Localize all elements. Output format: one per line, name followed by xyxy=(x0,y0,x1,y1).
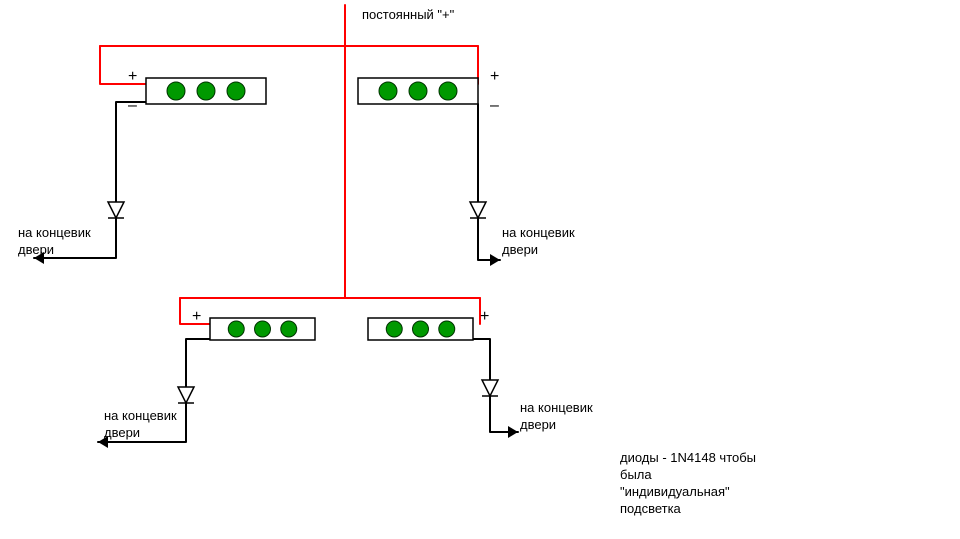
minus-symbol: – xyxy=(480,330,489,348)
door-switch-label: на концевик двери xyxy=(104,408,177,442)
plus-symbol: + xyxy=(128,68,137,86)
plus-symbol: + xyxy=(490,68,499,86)
minus-symbol: – xyxy=(128,97,137,115)
plus-symbol: + xyxy=(480,308,489,326)
door-switch-label: на концевик двери xyxy=(18,225,91,259)
note-label: диоды - 1N4148 чтобы была "индивидуальна… xyxy=(620,450,756,518)
door-switch-label: на концевик двери xyxy=(520,400,593,434)
door-switch-label: на концевик двери xyxy=(502,225,575,259)
minus-symbol: – xyxy=(490,97,499,115)
minus-symbol: – xyxy=(192,330,201,348)
top-voltage-label: постоянный "+" xyxy=(362,7,454,24)
plus-symbol: + xyxy=(192,308,201,326)
